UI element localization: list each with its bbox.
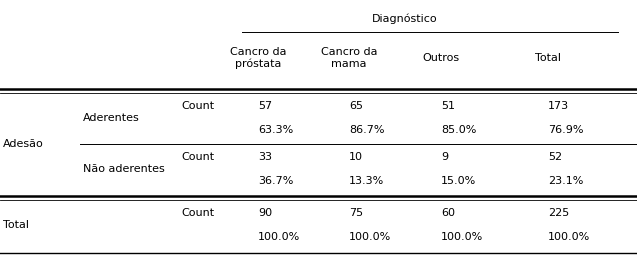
Text: Diagnóstico: Diagnóstico (371, 13, 438, 24)
Text: 57: 57 (258, 101, 272, 111)
Text: 75: 75 (349, 208, 363, 218)
Text: 36.7%: 36.7% (258, 176, 294, 186)
Text: 100.0%: 100.0% (441, 232, 483, 242)
Text: Outros: Outros (422, 53, 459, 63)
Text: 52: 52 (548, 152, 562, 162)
Text: 90: 90 (258, 208, 272, 218)
Text: 60: 60 (441, 208, 455, 218)
Text: 15.0%: 15.0% (441, 176, 476, 186)
Text: Aderentes: Aderentes (83, 113, 140, 123)
Text: Count: Count (182, 101, 215, 111)
Text: 51: 51 (441, 101, 455, 111)
Text: Cancro da
próstata: Cancro da próstata (230, 47, 286, 69)
Text: 13.3%: 13.3% (349, 176, 384, 186)
Text: Count: Count (182, 152, 215, 162)
Text: Total: Total (535, 53, 561, 63)
Text: 9: 9 (441, 152, 448, 162)
Text: 100.0%: 100.0% (349, 232, 391, 242)
Text: 100.0%: 100.0% (548, 232, 590, 242)
Text: Cancro da
mama: Cancro da mama (321, 47, 377, 69)
Text: 76.9%: 76.9% (548, 125, 583, 135)
Text: 65: 65 (349, 101, 363, 111)
Text: Total: Total (3, 220, 29, 230)
Text: 33: 33 (258, 152, 272, 162)
Text: 173: 173 (548, 101, 569, 111)
Text: 63.3%: 63.3% (258, 125, 293, 135)
Text: Count: Count (182, 208, 215, 218)
Text: 85.0%: 85.0% (441, 125, 476, 135)
Text: Não aderentes: Não aderentes (83, 164, 164, 174)
Text: 10: 10 (349, 152, 363, 162)
Text: Adesão: Adesão (3, 139, 44, 149)
Text: 23.1%: 23.1% (548, 176, 583, 186)
Text: 100.0%: 100.0% (258, 232, 300, 242)
Text: 86.7%: 86.7% (349, 125, 385, 135)
Text: 225: 225 (548, 208, 569, 218)
